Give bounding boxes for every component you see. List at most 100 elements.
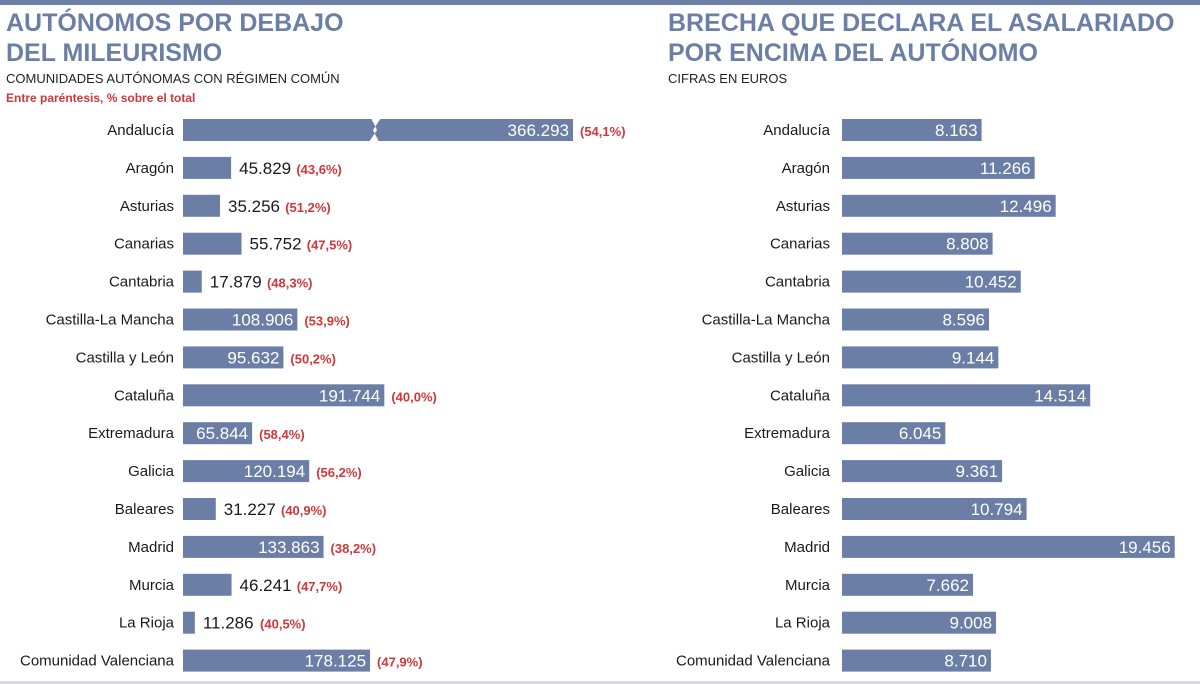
value-label: 8.163 xyxy=(935,121,978,140)
bar-group-extremadura: Extremadura 6.045 xyxy=(744,422,946,445)
category-label: Cantabria xyxy=(109,274,175,291)
bar-group-galicia: Galicia 120.194 (56,2%) xyxy=(128,460,362,483)
value-label: 8.596 xyxy=(942,311,985,330)
category-label: Andalucía xyxy=(763,122,830,139)
chart-title: AUTÓNOMOS POR DEBAJO DEL MILEURISMO xyxy=(6,8,344,68)
bar-group-castilla-la-mancha: Castilla-La Mancha 8.596 xyxy=(702,308,989,331)
category-label: Asturias xyxy=(776,198,830,215)
bar-group-comunidad-valenciana: Comunidad Valenciana 8.710 xyxy=(676,649,991,672)
bar xyxy=(183,270,202,293)
bar xyxy=(842,156,1035,179)
category-label: Madrid xyxy=(784,539,830,556)
bar-chart-wage-gap: Andalucía 8.163 Aragón 11.266 Asturias 12.496… xyxy=(676,119,1175,672)
bar xyxy=(183,422,253,445)
category-label: Canarias xyxy=(114,236,174,253)
bar-group-murcia: Murcia 7.662 xyxy=(785,573,974,596)
bar xyxy=(183,156,232,179)
bar xyxy=(842,573,974,596)
category-label: Cantabria xyxy=(765,274,831,291)
value-label: 11.266 xyxy=(980,159,1031,178)
category-label: Baleares xyxy=(771,501,830,518)
bar-group-cataluna: Cataluña 14.514 xyxy=(770,384,1091,407)
category-label: Andalucía xyxy=(107,122,174,139)
percent-label: (47,9%) xyxy=(377,655,423,670)
bar-group-cantabria: Cantabria 17.879 (48,3%) xyxy=(109,270,313,293)
bar-group-madrid: Madrid 19.456 xyxy=(784,535,1175,558)
category-label: Comunidad Valenciana xyxy=(20,653,175,670)
value-label: 55.752 xyxy=(250,235,302,254)
value-label: 31.227 xyxy=(224,500,276,519)
bar-group-aragon: Aragón 11.266 xyxy=(782,156,1035,179)
value-label: 9.361 xyxy=(956,462,999,481)
chart-title-line-1: BRECHA QUE DECLARA EL ASALARIADO xyxy=(668,9,1175,37)
category-label: La Rioja xyxy=(775,615,831,632)
bar xyxy=(842,384,1091,407)
bar xyxy=(183,460,310,483)
category-label: Galicia xyxy=(784,463,831,480)
chart-title-line-2: DEL MILEURISMO xyxy=(6,39,223,67)
value-label: 95.632 xyxy=(227,348,279,367)
value-label: 17.879 xyxy=(210,273,262,292)
percent-label: (56,2%) xyxy=(316,465,362,480)
bar-group-galicia: Galicia 9.361 xyxy=(784,460,1003,483)
bar-group-castilla-y-leon: Castilla y León 9.144 xyxy=(732,346,999,369)
chart-title-line-1: AUTÓNOMOS POR DEBAJO xyxy=(6,9,344,37)
value-label: 12.496 xyxy=(1000,197,1052,216)
bar xyxy=(842,422,946,445)
category-label: La Rioja xyxy=(119,615,175,632)
chart-subtitle: COMUNIDADES AUTÓNOMAS CON RÉGIMEN COMÚN xyxy=(6,71,340,86)
category-label: Cataluña xyxy=(770,387,831,404)
bar xyxy=(842,611,997,634)
bar xyxy=(183,232,242,255)
category-label: Murcia xyxy=(785,577,831,594)
percent-label: (48,3%) xyxy=(267,276,313,291)
bar xyxy=(842,460,1003,483)
bar-group-la-rioja: La Rioja 9.008 xyxy=(775,611,997,634)
category-label: Castilla y León xyxy=(76,349,174,366)
bar xyxy=(183,498,216,520)
value-label: 8.710 xyxy=(944,652,987,671)
bar-group-asturias: Asturias 12.496 xyxy=(776,194,1056,217)
value-label: 35.256 xyxy=(228,197,280,216)
category-label: Extremadura xyxy=(744,425,831,442)
bar xyxy=(842,119,982,141)
bar-group-canarias: Canarias 8.808 xyxy=(770,232,993,255)
percent-label: (43,6%) xyxy=(296,162,342,177)
value-label: 14.514 xyxy=(1034,386,1086,405)
value-label: 191.744 xyxy=(319,386,380,405)
chart-panel-self-employed: AUTÓNOMOS POR DEBAJO DEL MILEURISMO COMU… xyxy=(6,8,626,672)
category-label: Baleares xyxy=(115,501,174,518)
value-label: 120.194 xyxy=(244,462,305,481)
bar-group-aragon: Aragón 45.829 (43,6%) xyxy=(126,156,342,179)
category-label: Canarias xyxy=(770,236,830,253)
bar xyxy=(183,119,573,141)
bar xyxy=(183,611,195,634)
percent-label: (51,2%) xyxy=(285,200,331,215)
bar-group-cantabria: Cantabria 10.452 xyxy=(765,270,1021,293)
percent-label: (40,5%) xyxy=(260,617,306,632)
value-label: 9.144 xyxy=(952,348,995,367)
bar-group-castilla-la-mancha: Castilla-La Mancha 108.906 (53,9%) xyxy=(46,308,350,331)
category-label: Galicia xyxy=(128,463,175,480)
bottom-rule xyxy=(0,681,1200,684)
bar-group-madrid: Madrid 133.863 (38,2%) xyxy=(128,535,376,558)
category-label: Castilla-La Mancha xyxy=(46,312,175,329)
value-label: 11.286 xyxy=(203,614,254,633)
value-label: 65.844 xyxy=(196,424,248,443)
bar-group-comunidad-valenciana: Comunidad Valenciana 178.125 (47,9%) xyxy=(20,649,423,672)
bar xyxy=(842,232,993,255)
bar xyxy=(842,535,1175,558)
bar-group-asturias: Asturias 35.256 (51,2%) xyxy=(120,194,331,217)
bar-group-la-rioja: La Rioja 11.286 (40,5%) xyxy=(119,611,306,634)
category-label: Castilla-La Mancha xyxy=(702,312,831,329)
value-label: 45.829 xyxy=(239,159,291,178)
value-label: 9.008 xyxy=(949,614,992,633)
bar xyxy=(183,346,284,369)
category-label: Cataluña xyxy=(114,387,175,404)
category-label: Murcia xyxy=(129,577,175,594)
value-label: 108.906 xyxy=(232,311,293,330)
percent-label: (47,7%) xyxy=(297,579,343,594)
percent-label: (50,2%) xyxy=(290,351,336,366)
bar-group-andalucia: Andalucía 366.293 (54,1%) xyxy=(107,118,626,142)
category-label: Madrid xyxy=(128,539,174,556)
